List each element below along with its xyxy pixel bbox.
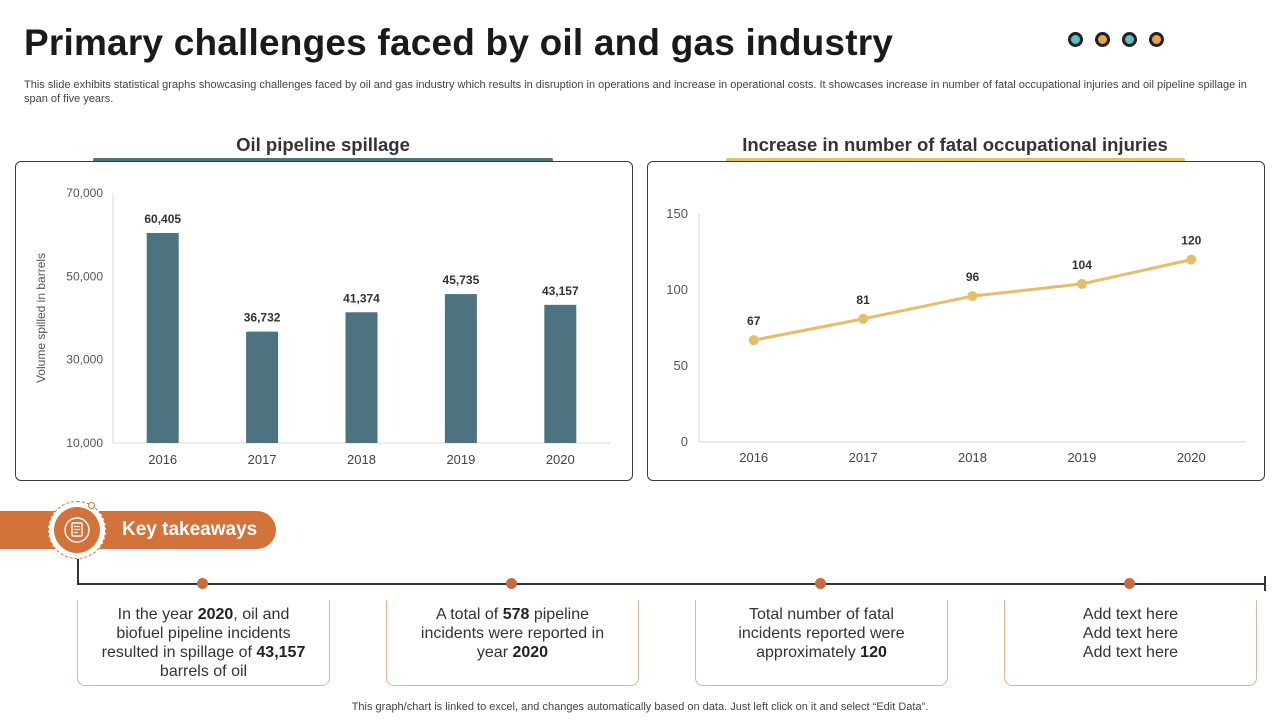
decor-dot-2 bbox=[1095, 32, 1110, 47]
point-data-label: 120 bbox=[1181, 234, 1201, 248]
y-tick-label: 0 bbox=[681, 434, 688, 449]
bar-chart-title: Oil pipeline spillage bbox=[236, 134, 410, 155]
takeaway-text-1: In the year 2020, oil and biofuel pipeli… bbox=[101, 606, 306, 680]
line-point bbox=[1186, 254, 1197, 265]
y-tick-label: 100 bbox=[666, 282, 688, 297]
page-title: Primary challenges faced by oil and gas … bbox=[24, 22, 894, 63]
line-chart-title: Increase in number of fatal occupational… bbox=[742, 134, 1168, 155]
y-tick-label: 70,000 bbox=[66, 186, 103, 200]
bar-chart: 10,000 30,000 50,000 70,000 Volume spilled i… bbox=[34, 186, 610, 467]
line-point bbox=[748, 335, 759, 346]
bar bbox=[345, 312, 378, 443]
timeline-dot-1 bbox=[197, 578, 208, 589]
bar-data-label: 36,732 bbox=[244, 311, 281, 325]
takeaway-card-3: Total number of fatal incidents reported… bbox=[695, 600, 948, 686]
timeline-end-tick bbox=[1264, 576, 1266, 591]
takeaway-text-3: Total number of fatal incidents reported… bbox=[738, 606, 905, 661]
decor-dot-1 bbox=[1068, 32, 1083, 47]
timeline-line bbox=[77, 583, 1265, 585]
key-takeaways-label: Key takeaways bbox=[122, 519, 258, 540]
point-data-label: 81 bbox=[856, 293, 870, 307]
badge-accent-dot bbox=[88, 502, 95, 509]
x-tick-label: 2019 bbox=[1067, 450, 1096, 465]
point-data-label: 104 bbox=[1072, 258, 1092, 272]
key-takeaways-banner bbox=[0, 511, 276, 549]
y-tick-label: 150 bbox=[666, 206, 688, 221]
x-tick-label: 2018 bbox=[958, 450, 987, 465]
line-chart: 0 50 100 150 67 2016 81 2017 96 2018 104 2019 120 202… bbox=[666, 206, 1246, 465]
bar bbox=[544, 304, 577, 443]
y-tick-label: 30,000 bbox=[66, 353, 103, 367]
takeaway-card-2: A total of 578 pipeline incidents were r… bbox=[386, 600, 639, 686]
x-tick-label: 2020 bbox=[1177, 450, 1206, 465]
bar-data-label: 43,157 bbox=[542, 284, 579, 298]
bar bbox=[444, 294, 477, 443]
line-chart-title-underline bbox=[726, 158, 1185, 162]
x-tick-label: 2020 bbox=[546, 452, 575, 467]
line-point bbox=[858, 313, 869, 324]
bar-data-label: 41,374 bbox=[343, 291, 380, 305]
document-icon bbox=[54, 507, 100, 553]
timeline-dot-3 bbox=[815, 578, 826, 589]
bar-chart-title-underline bbox=[93, 158, 553, 162]
x-tick-label: 2019 bbox=[446, 452, 475, 467]
bar-data-label: 45,735 bbox=[443, 273, 480, 287]
point-data-label: 67 bbox=[747, 314, 761, 328]
takeaway-text-2: A total of 578 pipeline incidents were r… bbox=[420, 606, 605, 661]
timeline-dot-2 bbox=[506, 578, 517, 589]
bar-chart-panel: 10,000 30,000 50,000 70,000 Volume spilled i… bbox=[15, 161, 633, 481]
y-tick-label: 50,000 bbox=[66, 269, 103, 283]
point-data-label: 96 bbox=[966, 270, 980, 284]
y-tick-label: 10,000 bbox=[66, 436, 103, 450]
takeaway-text-4: Add text here Add text here Add text here bbox=[1082, 606, 1179, 661]
x-tick-label: 2016 bbox=[148, 452, 177, 467]
decor-dot-4 bbox=[1149, 32, 1164, 47]
line-point bbox=[967, 291, 978, 302]
line-chart-panel: 0 50 100 150 67 2016 81 2017 96 2018 104 2019 120 202… bbox=[647, 161, 1265, 481]
bar bbox=[246, 331, 279, 443]
bar-data-label: 60,405 bbox=[144, 212, 181, 226]
x-tick-label: 2017 bbox=[849, 450, 878, 465]
decor-dot-3 bbox=[1122, 32, 1137, 47]
decorative-dots bbox=[1068, 32, 1164, 47]
y-axis-label: Volume spilled in barrels bbox=[34, 253, 48, 383]
page-subtitle: This slide exhibits statistical graphs s… bbox=[24, 79, 1247, 105]
x-tick-label: 2018 bbox=[347, 452, 376, 467]
x-tick-label: 2016 bbox=[739, 450, 768, 465]
timeline-dot-4 bbox=[1124, 578, 1135, 589]
footer-note: This graph/chart is linked to excel, and… bbox=[351, 701, 929, 713]
timeline-connector bbox=[77, 559, 79, 584]
y-tick-label: 50 bbox=[674, 358, 688, 373]
x-tick-label: 2017 bbox=[248, 452, 277, 467]
takeaway-card-1: In the year 2020, oil and biofuel pipeli… bbox=[77, 600, 330, 686]
line-point bbox=[1076, 278, 1087, 289]
takeaway-card-4: Add text here Add text here Add text here bbox=[1004, 600, 1257, 686]
bar bbox=[146, 232, 179, 443]
